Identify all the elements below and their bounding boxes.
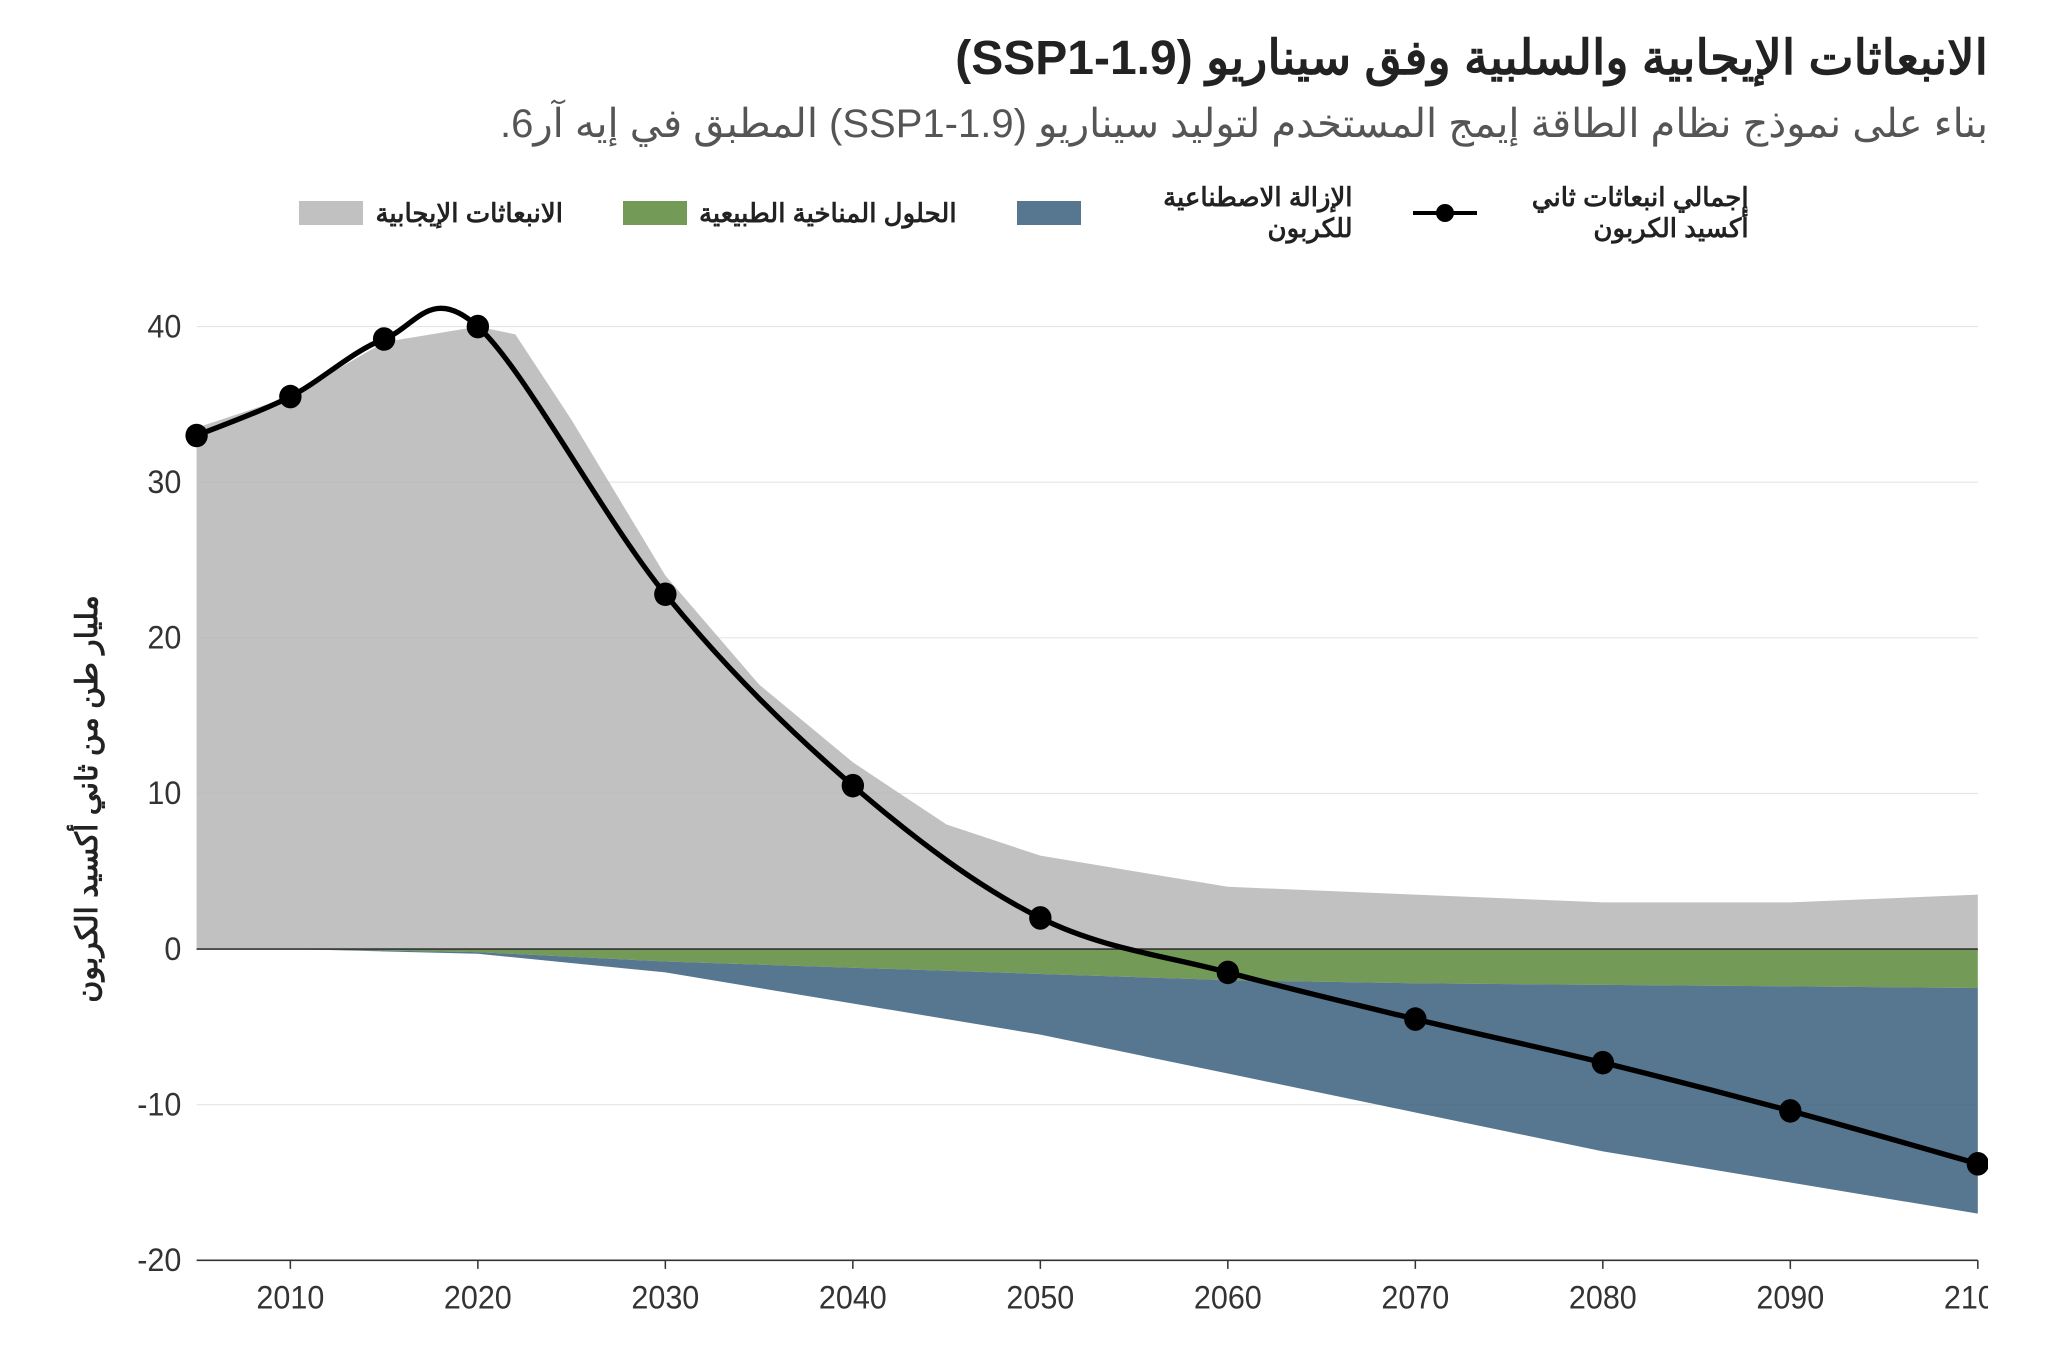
x-tick-label: 2040: [819, 1280, 887, 1316]
x-tick-label: 2060: [1194, 1280, 1262, 1316]
chart-title: الانبعاثات الإيجابية والسلبية وفق سيناري…: [60, 30, 1988, 86]
chart-plot: -20-100102030402010202020302040205020602…: [105, 274, 1988, 1325]
legend-item: إجمالي انبعاثات ثاني أكسيد الكربون: [1413, 182, 1749, 244]
total-emissions-marker: [185, 424, 207, 448]
total-emissions-marker: [279, 385, 301, 409]
total-emissions-marker: [654, 583, 676, 607]
legend-swatch-icon: [299, 201, 363, 225]
y-tick-label: -10: [137, 1087, 181, 1123]
x-tick-label: 2010: [256, 1280, 324, 1316]
legend-item: الإزالة الاصطناعية للكربون: [1017, 182, 1353, 244]
x-tick-label: 2100: [1944, 1280, 1988, 1316]
chart-subtitle: بناء على نموذج نظام الطاقة إيمج المستخدم…: [60, 96, 1988, 152]
legend-label: الانبعاثات الإيجابية: [375, 198, 562, 229]
legend-line-marker-icon: [1413, 201, 1477, 225]
legend-label: الحلول المناخية الطبيعية: [699, 198, 957, 229]
x-tick-label: 2030: [631, 1280, 699, 1316]
x-tick-label: 2070: [1381, 1280, 1449, 1316]
total-emissions-marker: [1029, 907, 1051, 931]
y-tick-label: 0: [164, 931, 181, 967]
total-emissions-marker: [373, 328, 395, 352]
y-tick-label: 10: [147, 776, 181, 812]
total-emissions-marker: [1592, 1051, 1614, 1075]
total-emissions-marker: [1404, 1008, 1426, 1032]
total-emissions-marker: [1967, 1152, 1988, 1176]
y-axis-label: مليار طن من ثاني أكسيد الكربون: [60, 274, 105, 1325]
y-tick-label: 40: [147, 309, 181, 345]
legend-item: الانبعاثات الإيجابية: [299, 198, 562, 229]
total-emissions-marker: [1217, 961, 1239, 985]
x-tick-label: 2090: [1756, 1280, 1824, 1316]
legend-swatch-icon: [1017, 201, 1081, 225]
x-tick-label: 2020: [444, 1280, 512, 1316]
total-emissions-marker: [1779, 1099, 1801, 1123]
legend-label: الإزالة الاصطناعية للكربون: [1093, 182, 1353, 244]
artificial-removal-area: [197, 949, 1978, 1214]
chart-legend: إجمالي انبعاثات ثاني أكسيد الكربون الإزال…: [60, 182, 1988, 244]
legend-label: إجمالي انبعاثات ثاني أكسيد الكربون: [1489, 182, 1749, 244]
x-tick-label: 2050: [1006, 1280, 1074, 1316]
y-tick-label: 20: [147, 620, 181, 656]
total-emissions-marker: [842, 774, 864, 798]
total-emissions-marker: [467, 315, 489, 339]
y-tick-label: -20: [137, 1243, 181, 1279]
y-tick-label: 30: [147, 465, 181, 501]
x-tick-label: 2080: [1569, 1280, 1637, 1316]
legend-item: الحلول المناخية الطبيعية: [623, 198, 957, 229]
legend-swatch-icon: [623, 201, 687, 225]
